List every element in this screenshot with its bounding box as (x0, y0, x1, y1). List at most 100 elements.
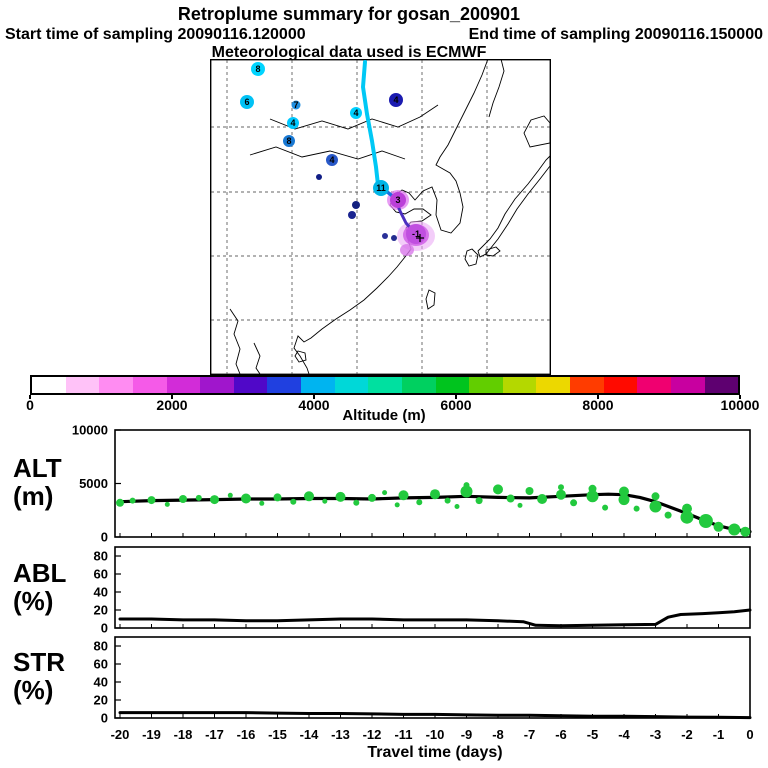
colorbar-tick-label: 10000 (720, 397, 760, 413)
coastline (269, 104, 439, 130)
start-time-label: Start time of sampling 20090116.120000 (5, 26, 306, 43)
x-tick-label: -12 (363, 727, 382, 742)
altitude-colorbar (30, 375, 740, 395)
x-tick-label: -5 (587, 727, 599, 742)
scatter-point (259, 500, 265, 506)
x-tick-label: -20 (111, 727, 130, 742)
y-tick-label: 80 (94, 639, 108, 654)
y-tick-label: 0 (101, 711, 108, 726)
scatter-point (368, 493, 376, 502)
scatter-point (227, 492, 233, 498)
y-tick-label: 20 (94, 693, 108, 708)
x-tick-label: -17 (205, 727, 224, 742)
scatter-point (586, 490, 599, 503)
y-tick-label: 0 (101, 530, 108, 545)
panel-frame-abl (114, 546, 751, 629)
scatter-point (475, 497, 483, 505)
colorbar-segment (267, 377, 301, 393)
x-tick-label: -6 (555, 727, 567, 742)
scatter-point (241, 493, 251, 504)
colorbar-segment (132, 377, 167, 393)
colorbar-segment (334, 377, 369, 393)
x-tick-label: -15 (268, 727, 287, 742)
cluster-marker (326, 154, 338, 166)
colorbar-tick-label: 6000 (440, 397, 472, 413)
colorbar-tick-mark (313, 395, 315, 399)
scatter-point (619, 486, 629, 497)
trajectory-segment (361, 60, 380, 187)
colorbar-segment (637, 377, 671, 393)
colorbar-segment (603, 377, 638, 393)
scatter-point (382, 490, 388, 496)
colorbar-segment (65, 377, 100, 393)
end-time-label: End time of sampling 20090116.150000 (468, 26, 763, 43)
y-tick-label: 5000 (79, 476, 108, 491)
scatter-point (728, 523, 741, 536)
scatter-point (664, 511, 672, 519)
colorbar-ticks: 0 2000 4000 6000 8000 10000 (0, 395, 768, 417)
scatter-point (570, 499, 578, 507)
cluster-label: -1 (412, 229, 420, 239)
coastline (523, 115, 551, 148)
colorbar-tick-label: 4000 (298, 397, 330, 413)
x-tick-label: -10 (426, 727, 445, 742)
scatter-point (698, 514, 713, 528)
figure-title: Retroplume summary for gosan_200901 (177, 4, 521, 24)
colorbar-segment (368, 377, 402, 393)
scatter-point (633, 505, 640, 512)
cluster-marker (389, 93, 403, 107)
cluster-marker (390, 192, 406, 208)
scatter-point (444, 497, 451, 504)
scatter-point (164, 501, 170, 507)
x-tick-label: -9 (461, 727, 473, 742)
colorbar-segment (704, 377, 739, 393)
scatter-point (680, 510, 694, 524)
coastline (485, 246, 501, 257)
abl-panel-label: ABL (13, 558, 67, 588)
colorbar-segment (200, 377, 234, 393)
colorbar-segment (301, 377, 335, 393)
colorbar-segment (435, 377, 470, 393)
panel-frame-alt (114, 429, 751, 538)
x-tick-label: -4 (618, 727, 630, 742)
colorbar-tick-label: 2000 (156, 397, 188, 413)
scatter-point (740, 526, 751, 537)
cluster-marker (283, 135, 295, 147)
scatter-point (195, 494, 202, 501)
coastline (477, 154, 551, 258)
scatter-point (602, 504, 609, 511)
sampling-time-row: Start time of sampling 20090116.120000 E… (0, 26, 768, 44)
cluster-label: 3 (395, 195, 400, 205)
str-panel-label: STR (13, 647, 65, 677)
coastline (249, 146, 406, 160)
colorbar-segment (570, 377, 604, 393)
series-line-abl (118, 608, 752, 628)
coastline (229, 308, 241, 375)
cluster-label: 4 (290, 118, 295, 128)
scatter-point (651, 492, 660, 501)
colorbar-tick-mark (29, 395, 31, 399)
cluster-marker (391, 235, 397, 241)
y-tick-label: 0 (101, 621, 108, 636)
colorbar-segment (32, 377, 66, 393)
x-tick-label: -19 (142, 727, 161, 742)
cluster-marker (251, 62, 265, 76)
scatter-point (353, 499, 360, 506)
cluster-marker (348, 211, 356, 219)
scatter-point (394, 502, 400, 508)
x-tick-label: -16 (237, 727, 256, 742)
cluster-marker (382, 233, 388, 239)
cluster-marker (352, 201, 360, 209)
abl-panel-unit: (%) (13, 586, 54, 616)
x-tick-label: 0 (746, 727, 753, 742)
scatter-point (430, 489, 440, 500)
y-tick-label: 40 (94, 675, 108, 690)
coastline (253, 342, 261, 375)
scatter-point (556, 489, 566, 500)
colorbar-tick-label: 0 (26, 397, 34, 413)
y-tick-label: 20 (94, 603, 108, 618)
scatter-point (682, 503, 692, 514)
cluster-label: 8 (255, 64, 260, 74)
scatter-point (493, 484, 503, 495)
colorbar-tick-label: 8000 (582, 397, 614, 413)
